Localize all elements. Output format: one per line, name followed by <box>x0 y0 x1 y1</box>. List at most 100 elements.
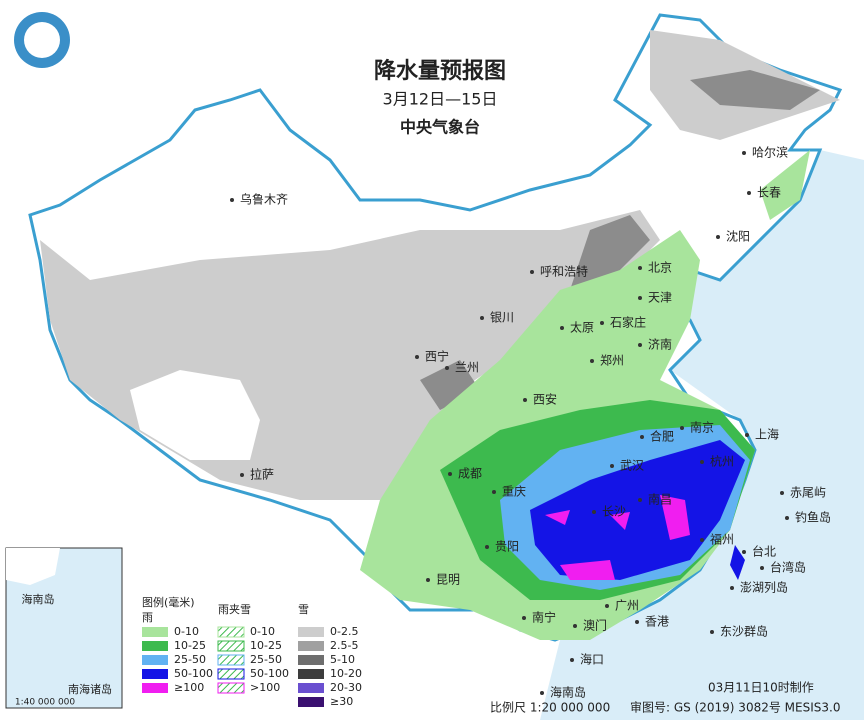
city-label: 重庆 <box>502 485 526 499</box>
city-dot <box>522 616 526 620</box>
city-label: 西宁 <box>425 349 449 364</box>
city-label: 郑州 <box>600 353 624 368</box>
city-dot <box>480 316 484 320</box>
city-label: 银川 <box>490 311 514 325</box>
legend-label: 50-100 <box>250 667 289 680</box>
city-dot <box>700 538 704 542</box>
legend-swatch <box>217 682 245 694</box>
city-dot <box>605 604 609 608</box>
city-label: 海南岛 <box>550 685 586 700</box>
legend-group: 雪 <box>298 603 309 616</box>
city-label: 杭州 <box>710 454 734 469</box>
city-dot <box>415 355 419 359</box>
city-label: 贵阳 <box>495 540 519 554</box>
city-dot <box>785 516 789 520</box>
city-dot <box>760 566 764 570</box>
city-dot <box>610 464 614 468</box>
city-label: 昆明 <box>436 573 460 587</box>
city-label: 长春 <box>757 186 781 200</box>
city-label: 长沙 <box>602 505 626 519</box>
legend-label: 2.5-5 <box>330 639 358 652</box>
city-label: 海口 <box>580 652 604 667</box>
footer-made: 03月11日10时制作 <box>708 681 814 695</box>
city-label: 济南 <box>648 337 672 352</box>
city-label: 澳门 <box>583 618 607 633</box>
no-precip-tibet <box>130 370 260 460</box>
legend-label: 10-20 <box>330 667 362 680</box>
rain-rainstorm <box>530 440 745 580</box>
city-dot <box>560 326 564 330</box>
title: 降水量预报图 <box>374 59 506 84</box>
city-dot <box>638 266 642 270</box>
legend-label: 0-2.5 <box>330 625 358 638</box>
city-dot <box>448 472 452 476</box>
city-dot <box>240 473 244 477</box>
legend-label: 0-10 <box>250 625 275 638</box>
inset-scale: 1:40 000 000 <box>15 698 76 708</box>
city-label: 台湾岛 <box>770 560 806 575</box>
legend-label: 10-25 <box>250 639 282 652</box>
legend-caption: 图例(毫米) <box>142 595 195 609</box>
inset: 海南岛 南海诸岛 1:40 000 000 <box>5 547 123 709</box>
legend-swatch <box>217 668 245 680</box>
city-dot <box>745 433 749 437</box>
legend-swatch <box>142 655 168 665</box>
city-dot <box>730 586 734 590</box>
city-label: 赤尾屿 <box>790 486 826 500</box>
city-label: 合肥 <box>650 429 674 444</box>
city-dot <box>592 510 596 514</box>
city-dot <box>492 490 496 494</box>
city-label: 澎湖列岛 <box>740 580 788 595</box>
city-dot <box>710 630 714 634</box>
legend-group: 雨 <box>142 611 153 624</box>
agency: 中央气象台 <box>400 118 480 137</box>
snow-mid <box>420 70 820 410</box>
inset-land <box>6 548 60 585</box>
legend-label: 5-10 <box>330 653 355 666</box>
city-label: 上海 <box>755 427 779 442</box>
city-label: 石家庄 <box>610 315 646 330</box>
city-label: 钓鱼岛 <box>795 510 831 525</box>
city-label: 西安 <box>533 392 557 407</box>
city-label: 东沙群岛 <box>720 624 768 639</box>
city-dot <box>700 460 704 464</box>
city-dot <box>716 235 720 239</box>
legend-swatch <box>142 669 168 679</box>
city-label: 武汉 <box>620 459 644 473</box>
city-label: 拉萨 <box>250 467 274 482</box>
legend-swatch <box>298 641 324 651</box>
city-dot <box>780 491 784 495</box>
city-label: 南宁 <box>532 610 556 625</box>
city-dot <box>635 620 639 624</box>
city-label: 哈尔滨 <box>752 145 788 160</box>
city-label: 兰州 <box>455 361 479 375</box>
logo-inner <box>24 22 60 58</box>
city-label: 乌鲁木齐 <box>240 192 288 207</box>
city-dot <box>485 545 489 549</box>
city-label: 台北 <box>752 544 776 559</box>
city-dot <box>426 578 430 582</box>
legend-swatch <box>298 697 324 707</box>
city-dot <box>590 359 594 363</box>
inset-island: 海南岛 <box>22 592 55 606</box>
legend-swatch <box>217 640 245 652</box>
city-dot <box>570 658 574 662</box>
city-dot <box>540 691 544 695</box>
legend-swatch <box>142 683 168 693</box>
city-dot <box>680 426 684 430</box>
date: 3月12日—15日 <box>383 90 498 109</box>
city-dot <box>600 321 604 325</box>
city-dot <box>638 296 642 300</box>
city-label: 南京 <box>690 420 714 435</box>
city-label: 呼和浩特 <box>540 264 588 279</box>
city-label: 沈阳 <box>726 229 750 244</box>
city-label: 广州 <box>615 599 639 613</box>
city-dot <box>747 191 751 195</box>
legend-label: >100 <box>250 681 280 694</box>
legend-swatch <box>298 655 324 665</box>
legend-swatch <box>142 627 168 637</box>
legend-label: 50-100 <box>174 667 213 680</box>
city-label: 福州 <box>710 532 734 547</box>
legend-swatch <box>142 641 168 651</box>
